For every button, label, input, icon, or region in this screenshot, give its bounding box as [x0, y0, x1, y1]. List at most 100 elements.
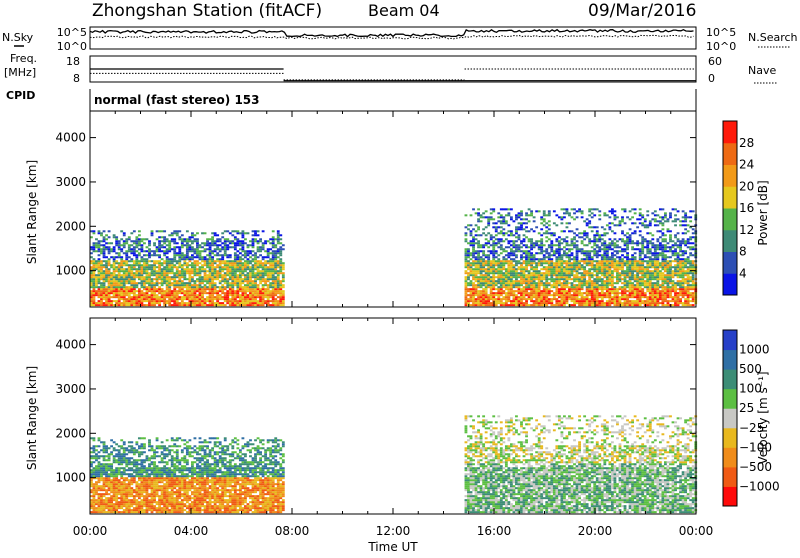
heatmap-cell [475, 276, 478, 278]
heatmap-cell [626, 262, 629, 264]
heatmap-cell [606, 268, 609, 270]
heatmap-cell [601, 244, 604, 246]
heatmap-cell [262, 266, 265, 268]
heatmap-cell [563, 212, 566, 214]
heatmap-cell [485, 226, 488, 228]
heatmap-cell [528, 278, 531, 280]
heatmap-cell [591, 302, 594, 304]
heatmap-cell [555, 262, 558, 264]
heatmap-cell [229, 260, 232, 262]
heatmap-cell [636, 274, 639, 276]
heatmap-cell [181, 242, 184, 244]
heatmap-cell [113, 272, 116, 274]
heatmap-cell [639, 262, 642, 264]
heatmap-cell [560, 272, 563, 274]
heatmap-cell [568, 258, 571, 260]
heatmap-cell [173, 266, 176, 268]
heatmap-cell [477, 290, 480, 292]
heatmap-cell [168, 292, 171, 294]
heatmap-cell [267, 292, 270, 294]
heatmap-cell [624, 282, 627, 284]
heatmap-cell [470, 242, 473, 244]
heatmap-cell [578, 268, 581, 270]
heatmap-cell [143, 288, 146, 290]
heatmap-cell [183, 276, 186, 278]
heatmap-cell [257, 296, 260, 298]
heatmap-cell [234, 272, 237, 274]
heatmap-cell [631, 248, 634, 250]
heatmap-cell [143, 284, 146, 286]
heatmap-cell [593, 274, 596, 276]
heatmap-cell [252, 266, 255, 268]
heatmap-cell [606, 262, 609, 264]
heatmap-cell [649, 298, 652, 300]
heatmap-cell [103, 230, 106, 232]
heatmap-cell [171, 260, 174, 262]
heatmap-cell [586, 272, 589, 274]
heatmap-cell [571, 244, 574, 246]
heatmap-cell [553, 286, 556, 288]
heatmap-cell [576, 262, 579, 264]
heatmap-cell [523, 302, 526, 304]
heatmap-cell [252, 272, 255, 274]
heatmap-cell [656, 244, 659, 246]
heatmap-cell [267, 300, 270, 302]
heatmap-cell [93, 274, 96, 276]
heatmap-cell [520, 264, 523, 266]
heatmap-cell [555, 282, 558, 284]
heatmap-cell [125, 280, 128, 282]
heatmap-cell [472, 272, 475, 274]
heatmap-cell [274, 272, 277, 274]
heatmap-cell [249, 278, 252, 280]
heatmap-cell [467, 290, 470, 292]
heatmap-cell [533, 272, 536, 274]
heatmap-cell [684, 282, 687, 284]
heatmap-cell [548, 228, 551, 230]
heatmap-cell [480, 268, 483, 270]
heatmap-cell [677, 304, 680, 306]
heatmap-cell [495, 230, 498, 232]
heatmap-cell [151, 288, 154, 290]
heatmap-cell [118, 284, 121, 286]
heatmap-cell [130, 240, 133, 242]
heatmap-cell [236, 244, 239, 246]
heatmap-cell [530, 214, 533, 216]
heatmap-cell [510, 284, 513, 286]
heatmap-cell [639, 268, 642, 270]
heatmap-cell [472, 244, 475, 246]
heatmap-cell [500, 284, 503, 286]
heatmap-cell [254, 266, 257, 268]
heatmap-cell [110, 290, 113, 292]
heatmap-cell [507, 282, 510, 284]
heatmap-cell [583, 230, 586, 232]
heatmap-cell [244, 298, 247, 300]
heatmap-cell [254, 252, 257, 254]
heatmap-cell [188, 296, 191, 298]
heatmap-cell [507, 254, 510, 256]
heatmap-cell [646, 282, 649, 284]
heatmap-cell [583, 262, 586, 264]
heatmap-cell [236, 280, 239, 282]
heatmap-cell [550, 300, 553, 302]
heatmap-cell [621, 278, 624, 280]
heatmap-cell [171, 296, 174, 298]
heatmap-cell [487, 250, 490, 252]
heatmap-cell [674, 236, 677, 238]
heatmap-cell [130, 288, 133, 290]
heatmap-cell [470, 270, 473, 272]
heatmap-cell [651, 300, 654, 302]
heatmap-cell [563, 282, 566, 284]
heatmap-cell [492, 276, 495, 278]
heatmap-cell [206, 240, 209, 242]
heatmap-cell [535, 240, 538, 242]
heatmap-cell [586, 298, 589, 300]
heatmap-cell [485, 210, 488, 212]
heatmap-cell [523, 290, 526, 292]
heatmap-cell [191, 270, 194, 272]
heatmap-cell [545, 268, 548, 270]
heatmap-cell [465, 214, 468, 216]
heatmap-cell [672, 208, 675, 210]
heatmap-cell [682, 304, 685, 306]
heatmap-cell [482, 290, 485, 292]
heatmap-cell [231, 302, 234, 304]
